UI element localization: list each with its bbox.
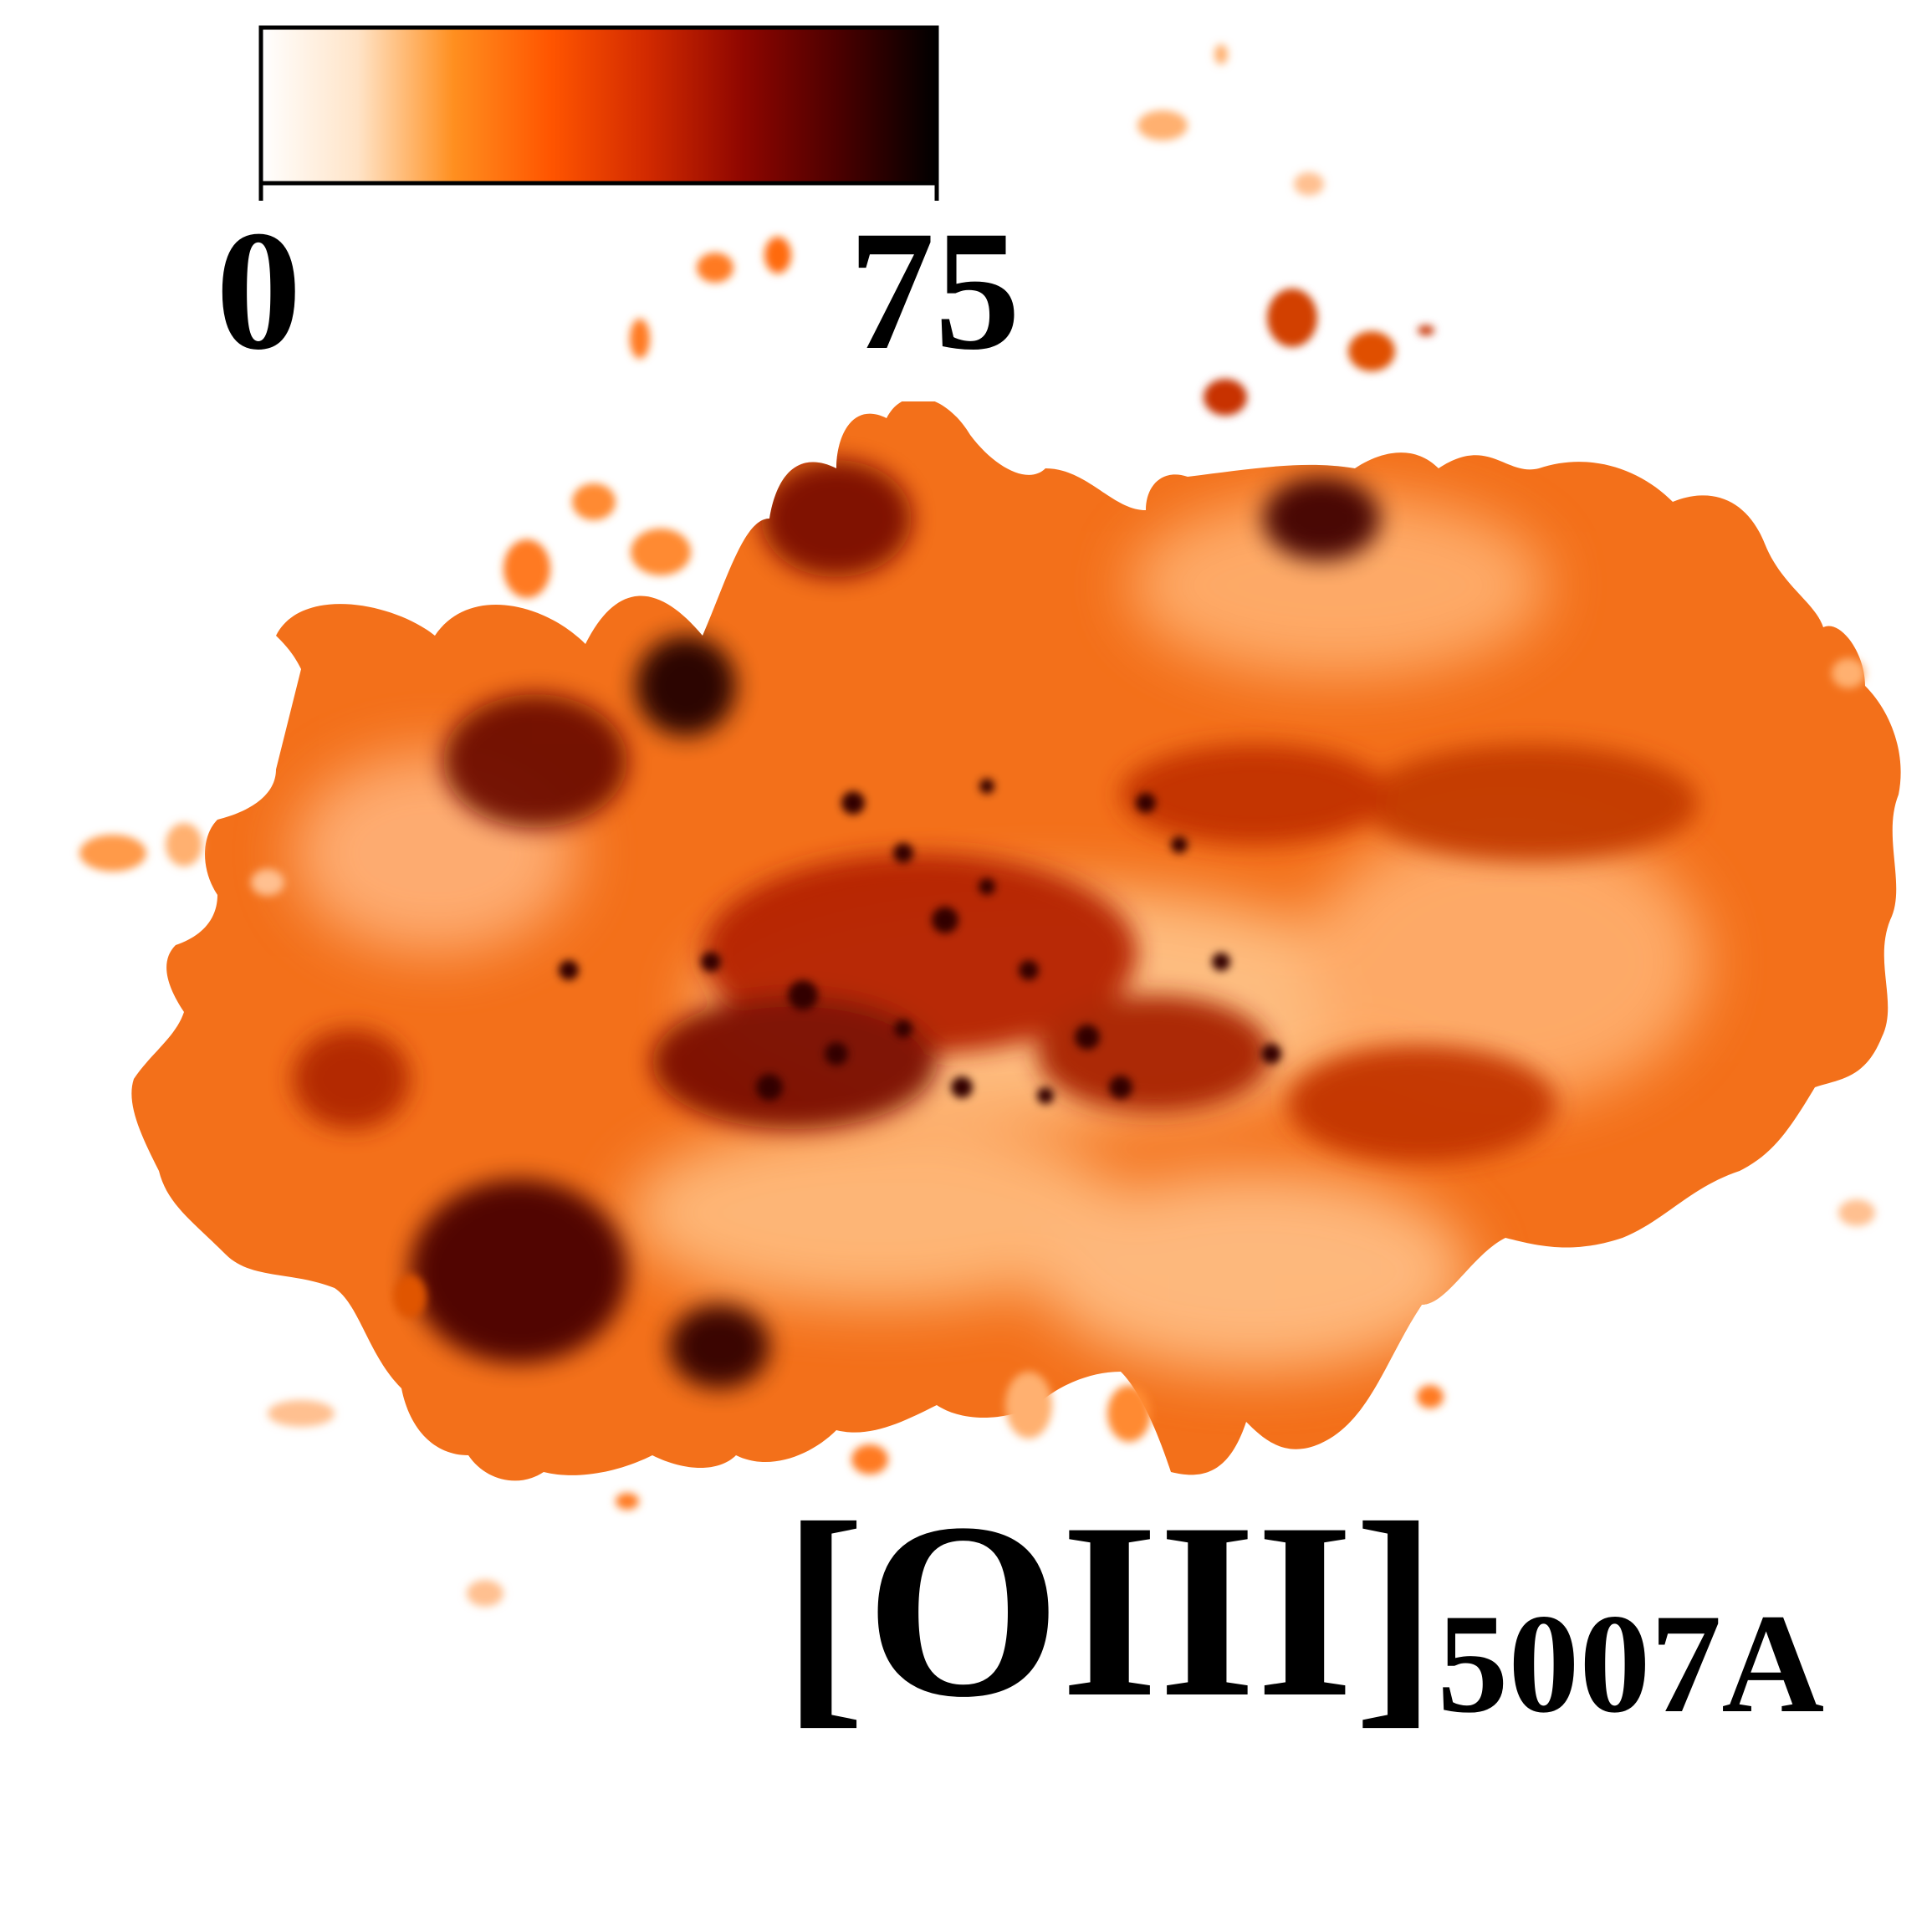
colorbar-min-label: 0 xyxy=(216,196,302,386)
emission-line-wavelength: 5007A xyxy=(1437,1585,1825,1742)
colorbar xyxy=(258,25,939,201)
colorbar-max-label: 75 xyxy=(849,196,1020,386)
emission-line-ion: [OIII] xyxy=(782,1471,1438,1749)
colorbar-gradient xyxy=(258,25,939,186)
emission-line-label: [OIII]5007A xyxy=(782,1485,1824,1735)
